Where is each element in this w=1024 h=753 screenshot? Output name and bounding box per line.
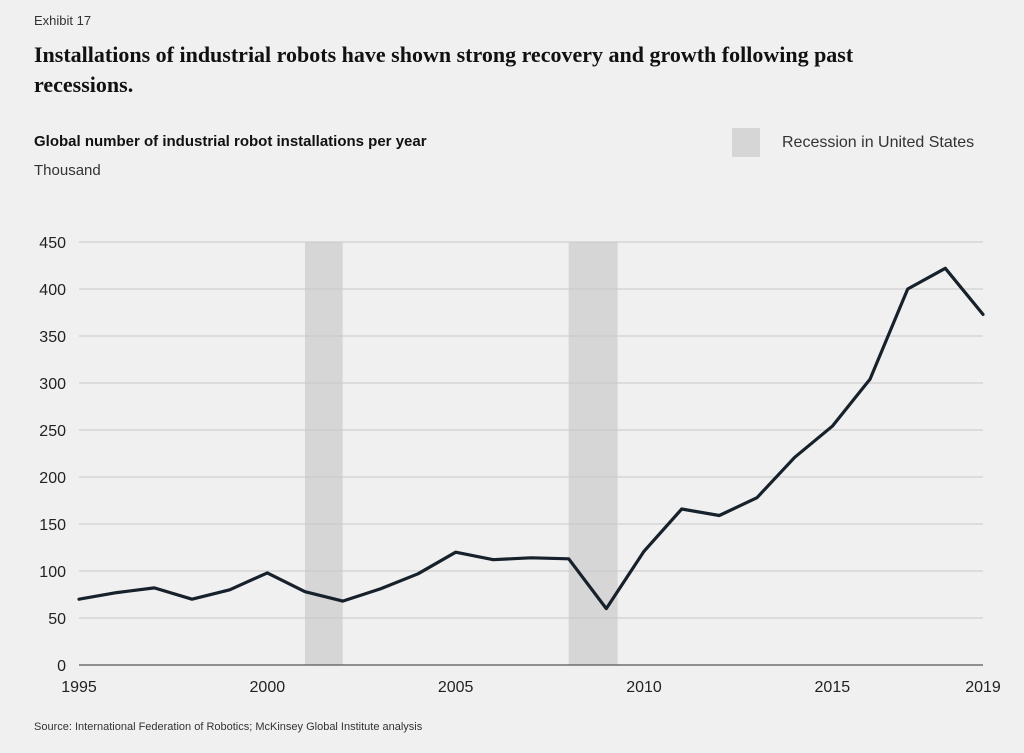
- y-axis-unit: Thousand: [34, 162, 101, 179]
- y-tick-label: 450: [39, 235, 66, 252]
- y-tick-label: 50: [48, 611, 66, 628]
- x-tick-label: 2019: [965, 679, 1001, 696]
- y-tick-label: 100: [39, 564, 66, 581]
- x-tick-label: 1995: [61, 679, 97, 696]
- y-tick-label: 150: [39, 517, 66, 534]
- y-tick-label: 250: [39, 423, 66, 440]
- recession-bands: [305, 242, 618, 665]
- exhibit-label: Exhibit 17: [34, 13, 92, 28]
- y-tick-label: 400: [39, 282, 66, 299]
- recession-band-1: [305, 242, 343, 665]
- x-tick-label: 2000: [250, 679, 286, 696]
- source-note: Source: International Federation of Robo…: [34, 721, 423, 733]
- legend: Recession in United States: [732, 128, 974, 157]
- legend-recession-label: Recession in United States: [782, 133, 975, 151]
- gridlines: [79, 241, 983, 666]
- y-tick-label: 0: [57, 658, 66, 675]
- x-tick-label: 2010: [626, 679, 662, 696]
- x-tick-label: 2005: [438, 679, 474, 696]
- y-tick-label: 350: [39, 329, 66, 346]
- y-axis: 0 50 100 150 200 250 300 350 400 450: [39, 235, 66, 675]
- data-series: [77, 266, 985, 611]
- series-line-1: [77, 266, 985, 611]
- y-tick-label: 200: [39, 470, 66, 487]
- x-axis: 1995 2000 2005 2010 2015 2019: [61, 679, 1001, 696]
- chart-headline: Installations of industrial robots have …: [34, 42, 854, 97]
- legend-recession-swatch: [732, 128, 760, 157]
- chart-title: Global number of industrial robot instal…: [34, 133, 427, 150]
- y-tick-label: 300: [39, 376, 66, 393]
- x-tick-label: 2015: [815, 679, 851, 696]
- recession-band-2: [568, 242, 618, 665]
